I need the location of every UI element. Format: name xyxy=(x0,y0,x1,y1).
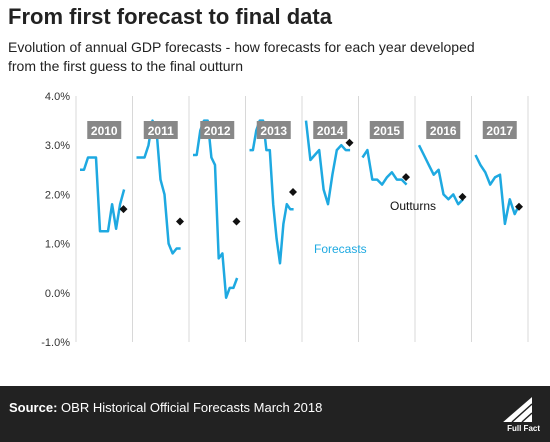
y-tick-label: -1.0% xyxy=(41,337,70,349)
year-label-2014: 2014 xyxy=(317,124,344,138)
forecast-line-2015 xyxy=(361,148,408,186)
y-tick-label: 3.0% xyxy=(45,140,70,152)
year-label-box xyxy=(87,121,122,139)
chart-title: From first forecast to final data xyxy=(8,4,332,29)
outturn-marker-2011 xyxy=(176,217,184,226)
forecast-line-2010 xyxy=(80,156,126,233)
logo-text: Full Fact xyxy=(507,424,540,433)
forecast-line-2017 xyxy=(474,154,521,226)
outturn-marker-2016 xyxy=(458,192,467,201)
year-label-box xyxy=(143,121,178,139)
forecast-line-2011 xyxy=(136,119,181,255)
year-label-box xyxy=(482,121,517,139)
year-label-2013: 2013 xyxy=(260,124,287,138)
outturn-marker-2012 xyxy=(232,217,241,226)
forecast-line-2012 xyxy=(193,119,239,299)
source-note: Source: OBR Historical Official Forecast… xyxy=(9,400,322,415)
y-tick-label: 1.0% xyxy=(45,239,70,251)
gdp-forecast-chart: 4.0% 3.0% 2.0% 1.0% 0.0% -1.0% 2010 2011 2012 20… xyxy=(41,91,529,349)
year-label-2012: 2012 xyxy=(204,124,231,138)
year-label-box xyxy=(256,121,291,139)
year-label-2016: 2016 xyxy=(430,124,457,138)
year-label-box xyxy=(369,121,404,139)
outturn-marker-2017 xyxy=(515,202,523,211)
forecast-line-2014 xyxy=(304,120,351,206)
year-label-box xyxy=(426,121,461,139)
year-label-box xyxy=(313,121,348,139)
forecast-line-2016 xyxy=(417,144,464,206)
outturn-marker-2013 xyxy=(289,187,297,196)
y-tick-label: 2.0% xyxy=(45,189,70,201)
footer-bar: Source: OBR Historical Official Forecast… xyxy=(0,386,550,442)
forecast-line-2013 xyxy=(249,119,294,265)
outturn-marker-2014 xyxy=(345,138,354,147)
outturn-marker-2010 xyxy=(119,205,128,214)
annotation-outturns: Outturns xyxy=(390,199,436,213)
year-label-2010: 2010 xyxy=(91,124,118,138)
year-label-2015: 2015 xyxy=(373,124,400,138)
full-fact-logo-icon xyxy=(501,395,533,423)
y-tick-label: 0.0% xyxy=(45,288,70,300)
outturn-marker-2015 xyxy=(402,173,410,182)
year-label-box xyxy=(200,121,235,139)
y-tick-label: 4.0% xyxy=(45,91,70,103)
year-label-2017: 2017 xyxy=(486,124,513,138)
chart-subtitle: Evolution of annual GDP forecasts - how … xyxy=(8,39,475,74)
source-label: Source: xyxy=(9,400,58,415)
annotation-forecasts: Forecasts xyxy=(314,242,367,256)
source-text: OBR Historical Official Forecasts March … xyxy=(61,400,323,415)
year-label-2011: 2011 xyxy=(148,124,174,138)
